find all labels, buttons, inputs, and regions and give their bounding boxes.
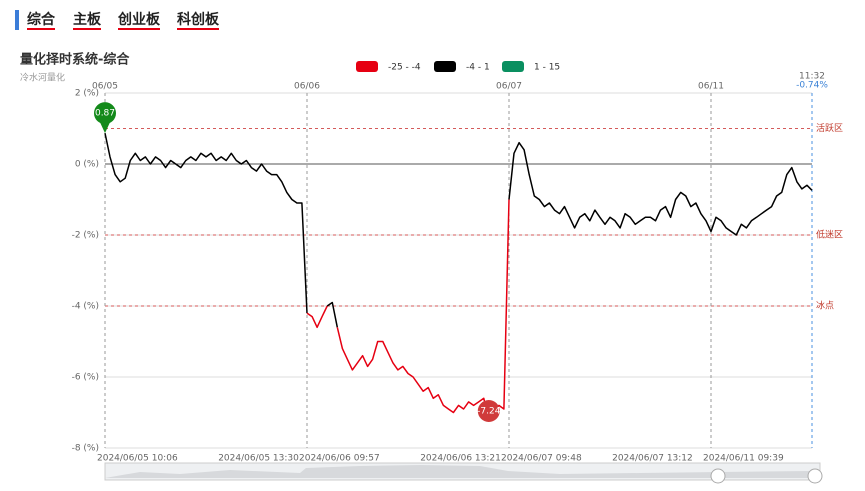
marker bbox=[94, 102, 116, 125]
legend-label: 1 - 15 bbox=[534, 63, 560, 73]
line-piece bbox=[336, 199, 510, 422]
chart-subtitle: 冷水河量化 bbox=[20, 72, 65, 84]
tab-underline bbox=[177, 28, 219, 30]
tab[interactable]: 创业板 bbox=[117, 11, 161, 28]
top-category-label: 06/06 bbox=[294, 82, 320, 92]
legend-swatch bbox=[502, 61, 524, 72]
y-tick-label: 0 (%) bbox=[75, 160, 99, 170]
line-piece bbox=[508, 141, 813, 236]
chart-title: 量化择时系统-综合 bbox=[20, 52, 130, 68]
x-tick-label: 2024/06/07 13:12 bbox=[612, 454, 693, 464]
current-value-label: -0.74% bbox=[796, 81, 828, 91]
x-tick-label: 2024/06/05 13:30 bbox=[218, 454, 299, 464]
x-tick-label: 2024/06/06 09:57 bbox=[299, 454, 380, 464]
y-tick-label: 2 (%) bbox=[75, 89, 99, 99]
tab-underline bbox=[118, 28, 160, 30]
x-tick-label: 2024/06/05 10:06 bbox=[97, 454, 178, 464]
line-piece bbox=[326, 301, 339, 328]
tab-accent bbox=[15, 10, 19, 30]
reference-label: 冰点 bbox=[816, 300, 834, 312]
tab[interactable]: 综合 bbox=[27, 11, 56, 28]
top-category-label: 06/05 bbox=[92, 82, 118, 92]
tab[interactable]: 主板 bbox=[73, 11, 102, 28]
y-tick-label: -6 (%) bbox=[72, 373, 99, 383]
line-piece bbox=[306, 305, 328, 329]
marker-label: 0.87 bbox=[95, 109, 115, 119]
y-tick-label: -4 (%) bbox=[72, 302, 99, 312]
y-tick-label: -2 (%) bbox=[72, 231, 99, 241]
legend-label: -4 - 1 bbox=[466, 63, 490, 73]
tabs: 综合 主板 创业板 科创板 bbox=[27, 11, 220, 30]
range-slider bbox=[104, 462, 823, 484]
tab-underline bbox=[73, 28, 101, 30]
x-tick-label: 2024/06/11 09:39 bbox=[703, 454, 784, 464]
legend-swatch bbox=[356, 61, 378, 72]
legend-label: -25 - -4 bbox=[388, 63, 421, 73]
x-tick-label: 2024/06/07 09:48 bbox=[501, 454, 582, 464]
slider-handle[interactable] bbox=[807, 468, 823, 484]
slider-handle[interactable] bbox=[710, 468, 726, 484]
y-tick-label: -8 (%) bbox=[72, 444, 99, 454]
x-tick-label: 2024/06/06 13:21 bbox=[420, 454, 501, 464]
reference-label: 低迷区 bbox=[816, 229, 843, 241]
slider-preview bbox=[105, 465, 815, 478]
marker bbox=[477, 400, 500, 423]
top-category-label: 06/07 bbox=[496, 82, 522, 92]
top-category-label: 06/11 bbox=[698, 82, 724, 92]
legend-swatch bbox=[434, 61, 456, 72]
line-piece bbox=[104, 132, 308, 314]
tab[interactable]: 科创板 bbox=[177, 11, 220, 28]
top-category-label: 11:32 bbox=[799, 72, 825, 82]
tab-underline bbox=[27, 28, 55, 30]
reference-label: 活跃区 bbox=[816, 122, 843, 134]
marker-label: -7.24 bbox=[477, 407, 501, 417]
